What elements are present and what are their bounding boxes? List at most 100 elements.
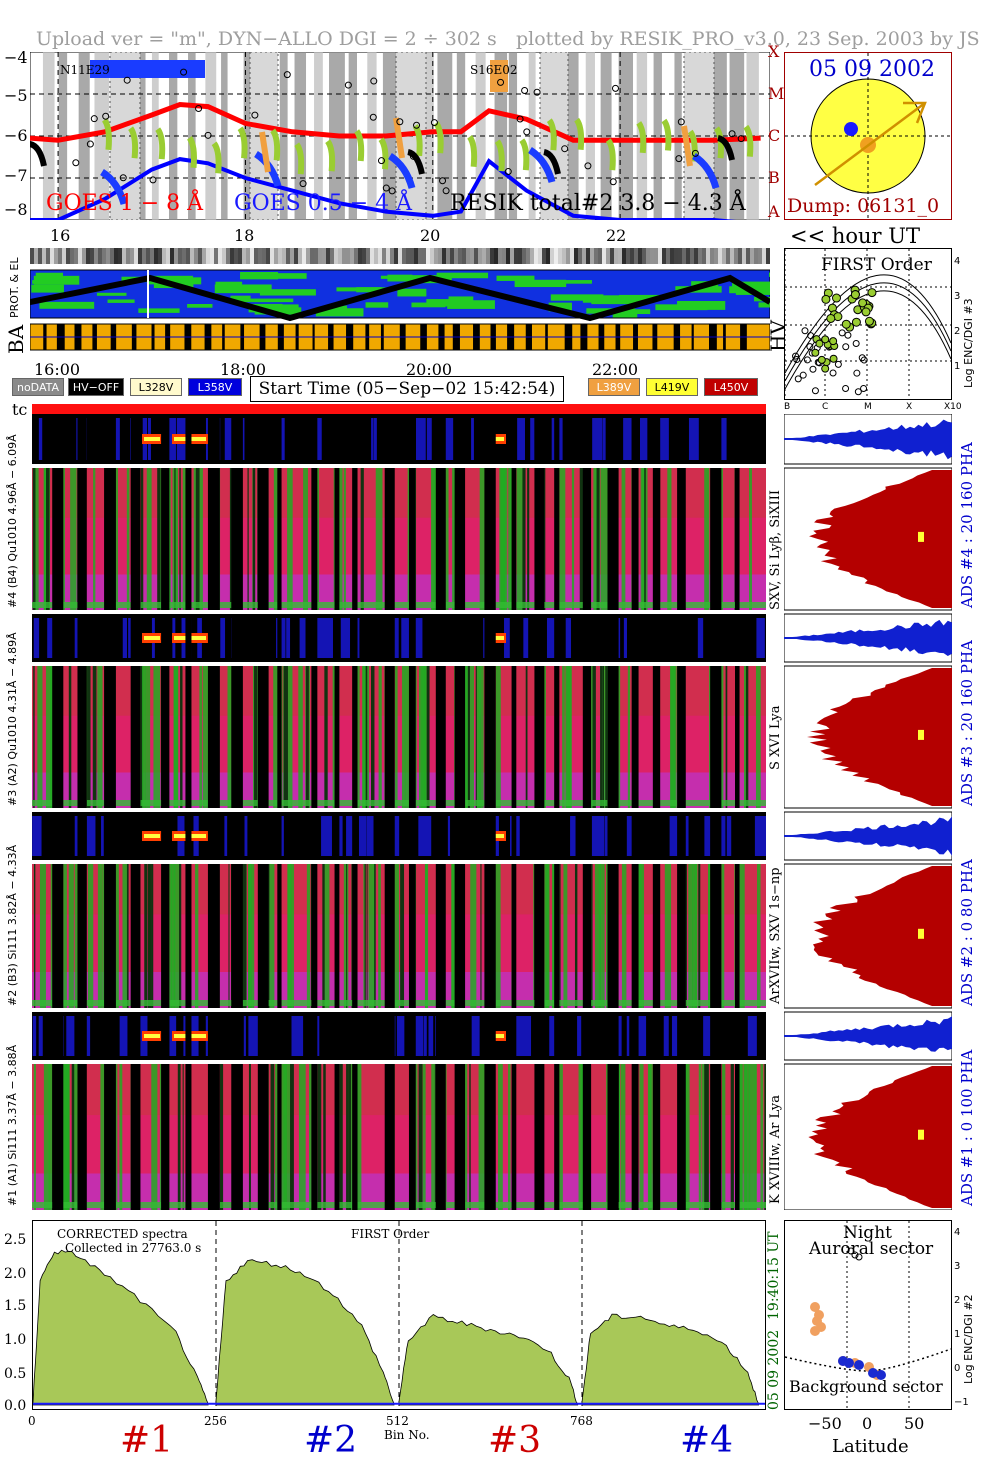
spectrogram-gap [710,864,722,1008]
first-order-ytick: 3 [954,291,961,302]
resik-trace [101,118,112,151]
ads-histogram-shape [807,668,952,806]
prot-flux-band [448,296,474,301]
resik-trace [186,135,197,169]
pha-signal-band [243,1016,246,1056]
spectrogram-gap [334,666,340,808]
el-strip-cell [654,248,658,264]
spectrogram-gap [77,414,87,464]
spectrum-xtick: 768 [570,1414,593,1428]
spectrogram-green-stripe [141,666,146,808]
resik-trace [574,117,585,151]
pha-signal-band [248,1016,257,1056]
el-strip-cell [474,248,478,264]
spectrogram-green-stripe [33,1064,36,1210]
el-strip-cell [290,248,294,264]
el-strip-cell [366,248,370,264]
spectrogram-gap [710,1064,722,1210]
el-strip-cell [194,248,198,264]
pha-signal-band [220,618,226,658]
el-strip-cell [630,248,634,264]
spectrogram-gap [104,468,116,610]
el-strip-cell [190,248,194,264]
el-strip-cell [210,248,214,264]
pha-signal-band [594,418,603,460]
first-order-point [806,343,814,351]
el-strip-cell [554,248,558,264]
spectrogram-dark-stripe [730,1064,734,1210]
prot-flux-band [757,282,781,291]
resik-trace [354,129,365,162]
pha-signal-band [663,1016,669,1056]
resik-trace [661,118,672,151]
prot-flux-band [236,298,294,303]
el-strip-cell [302,248,306,264]
spectrogram-green-stripe [754,1064,757,1210]
spectrogram-green-stripe [401,666,406,808]
spectrogram-green-stripe [287,468,293,610]
spectrogram-green-stripe [46,666,54,808]
el-strip-cell [694,248,698,264]
pha-signal-band [358,816,367,856]
spectrogram-green-stripe [356,1064,362,1210]
spectrum-channel-4: #4 [680,1420,734,1461]
goes-long-label: GOES 1 − 8 Å [46,188,204,216]
first-order-point [842,385,850,393]
pha-signal-band [595,816,605,856]
spectrogram-dark-stripe [644,468,646,610]
el-strip-cell [686,248,690,264]
el-strip-cell [394,248,398,264]
spectrogram-gap [334,812,340,860]
el-strip-cell [574,248,578,264]
spectrogram-gap [52,812,64,860]
el-strip-cell [598,248,602,264]
spectrogram-dark-stripe [364,864,366,1008]
prot-flux-band [230,295,251,301]
pha-signal-band [279,816,284,856]
pha-signal-band [415,418,426,460]
spectrogram-green-stripe [757,864,761,1008]
spectrogram-green-stripe [303,468,308,610]
spectrogram-gap [52,666,64,808]
spectrogram-gap [277,666,282,808]
pha-signal-band [623,418,632,460]
spectrogram-dark-stripe [323,1064,326,1210]
goes-scatter-point [377,157,385,165]
flare-class-label: X [768,42,780,61]
night-label: Night [843,1223,892,1243]
el-strip-cell [106,248,110,264]
pha-signal-band [122,618,127,658]
spectrogram-green-stripe [621,468,626,610]
prot-flux-band [215,281,243,286]
spectrogram-gap [277,414,282,464]
spectrogram-gap [352,864,358,1008]
corrected-spectrum-chart [32,1221,765,1409]
spectrogram-gap [185,1064,192,1210]
spectrogram-gap [207,1012,220,1060]
el-strip-cell [38,248,42,264]
el-strip-cell [426,248,430,264]
prot-flux-band [397,288,427,297]
spectrogram-gap [257,812,269,860]
spectrogram-green-stripe [202,666,209,808]
spectrogram-green-stripe [68,864,74,1008]
pha-signal-band [640,418,647,460]
pha-signal-band [315,1016,320,1056]
spectrogram-gap [207,666,220,808]
goes-scatter-point [123,76,131,84]
spectrogram-green-stripe [97,666,103,808]
spectrogram-gap [231,414,243,464]
goes-scatter-point [204,131,212,139]
spectrogram-gap [435,812,446,860]
spectrogram-gap [207,468,220,610]
spectrogram-gap [677,414,686,464]
spectrogram-green-stripe [722,1064,726,1210]
spectrum-ytick: 0.5 [4,1366,27,1382]
spectrogram-stack [32,414,769,1210]
resik-trace [636,121,647,154]
spectrogram-gap [435,1064,446,1210]
ads-histogram-shape [813,866,952,1006]
spectrogram-gap [735,468,740,610]
spectrogram-dark-stripe [579,468,584,610]
el-strip-cell [550,248,554,264]
